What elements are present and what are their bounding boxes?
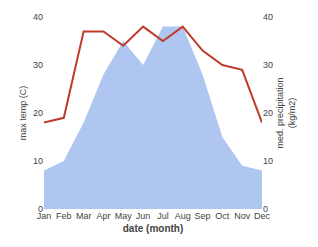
svg-text:Dec: Dec xyxy=(254,211,271,221)
svg-text:med. precipitation(kg/m2): med. precipitation(kg/m2) xyxy=(275,77,297,148)
svg-text:Jul: Jul xyxy=(157,211,169,221)
svg-text:Jan: Jan xyxy=(37,211,52,221)
svg-text:Sep: Sep xyxy=(195,211,211,221)
svg-text:10: 10 xyxy=(33,156,43,166)
svg-text:Nov: Nov xyxy=(234,211,251,221)
svg-text:Jun: Jun xyxy=(136,211,151,221)
svg-text:Apr: Apr xyxy=(96,211,110,221)
svg-text:0: 0 xyxy=(263,204,268,214)
svg-text:date (month): date (month) xyxy=(123,223,184,234)
svg-text:Oct: Oct xyxy=(215,211,230,221)
svg-text:Aug: Aug xyxy=(175,211,191,221)
svg-text:20: 20 xyxy=(33,108,43,118)
svg-text:10: 10 xyxy=(263,156,273,166)
svg-text:0: 0 xyxy=(38,204,43,214)
svg-text:30: 30 xyxy=(263,60,273,70)
svg-text:40: 40 xyxy=(263,12,273,22)
svg-text:40: 40 xyxy=(33,12,43,22)
svg-text:30: 30 xyxy=(33,60,43,70)
svg-text:May: May xyxy=(115,211,133,221)
svg-text:max temp (C): max temp (C) xyxy=(18,86,28,141)
svg-text:Feb: Feb xyxy=(56,211,72,221)
svg-text:Mar: Mar xyxy=(76,211,92,221)
svg-text:20: 20 xyxy=(263,108,273,118)
